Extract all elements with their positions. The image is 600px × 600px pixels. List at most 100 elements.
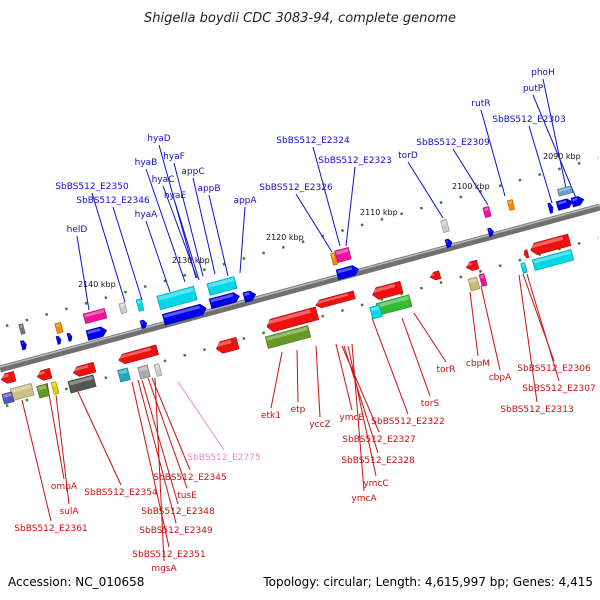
leader-line [528,125,553,204]
gene-label: hyaB [135,158,158,168]
gene-block-SbBS512-E2348 [117,367,131,383]
gene-label: appB [197,184,220,194]
gene-features [0,185,585,405]
gene-label: putP [523,84,544,94]
gene-block-appC [206,276,238,296]
gene-label: SbBS512_E2346 [76,196,150,206]
gene-block-upper-small [54,322,64,334]
leader-line [173,162,204,277]
genome-backbone [0,203,600,373]
gene-label: etp [291,405,306,415]
gene-arrow-torR [372,280,404,300]
gene-arrow-SbBS512-E2322-b [216,336,240,354]
leader-line [147,377,188,489]
gene-label: SbBS512_E2326 [259,183,333,193]
scale-tick-2100: 2100 kbp [452,182,490,191]
gene-block-SbBS512-E2309 [506,199,516,211]
gene-label: SbBS512_E2309 [416,138,490,148]
gene-label: helD [67,225,88,235]
leader-line [46,382,65,480]
leader-line [407,161,444,219]
gene-arrow-SbBS512-E2313 [523,249,530,259]
gene-arrow-upper-left-c [66,332,73,342]
gene-label: cbpA [489,373,512,383]
gene-arrow-upper-left-b [55,335,62,345]
gene-arrow-ymcB [315,290,356,309]
gene-block-SbBS512-E2306 [531,249,575,271]
gene-label: ompA [51,482,78,492]
leader-line [192,177,216,275]
gene-label: SbBS512_E2313 [500,405,573,415]
gene-label: SbBS512_E2349 [139,526,213,536]
gene-label: phoH [531,68,555,78]
gene-block-upper-left [18,323,26,335]
gene-block-hyaA [156,285,198,311]
leader-line [296,349,299,403]
gene-label: appA [233,196,257,206]
gene-label: SbBS512_E2350 [55,182,129,192]
leader-line [401,317,431,397]
gene-arrow-etk1 [266,306,320,333]
leader-line [154,377,165,562]
gene-block-SbBS512-E2361 [9,382,35,402]
leader-line [452,148,489,206]
gene-label: ymcB [339,413,364,423]
leader-line [371,317,409,415]
gene-block-sulA [36,383,50,399]
leader-line [145,220,171,293]
gene-label: SbBS512_E2323 [318,156,391,166]
gene-block-SbBS512-E2326 [330,252,338,266]
leader-line [532,94,577,199]
gene-label: appC [181,167,204,177]
leader-line [469,291,479,357]
leader-line [239,206,246,274]
gene-block-tusE [137,364,151,380]
gene-block-torD [440,219,450,233]
gene-arrow-appB [208,292,240,310]
leader-line [21,399,52,522]
gene-label: SbBS512_E2328 [341,456,415,466]
gene-block-SbBS512-E2354 [67,374,97,394]
gene-arrow-helD [85,326,108,341]
topology-text: Topology: circular; Length: 4,615,997 bp… [262,575,593,589]
gene-label: cbpM [466,359,490,369]
gene-arrow-appA [242,290,257,303]
gene-block-helD [82,307,108,325]
leader-line [413,312,447,363]
gene-block-SbBS512-E2350 [118,302,128,314]
leader-line [145,168,186,283]
gene-label: etk1 [261,411,281,421]
gene-arrow-SbBS512-E2307 [530,233,572,256]
gene-block-SbBS512-E2346 [135,298,145,312]
leader-line [177,381,225,451]
gene-label: rutR [471,99,490,109]
leader-line [518,274,538,403]
gene-block-cbpM [467,276,481,292]
upper-guide-line [5,156,599,328]
leader-line [542,78,567,189]
leader-line [315,345,321,418]
genome-backbone-highlight [0,204,600,368]
leader-line [480,109,506,197]
gene-arrow-SbBS512-E2361 [0,370,17,384]
scale-tick-2110: 2110 kbp [360,208,398,217]
gene-label: hyaC [152,175,175,185]
gene-label: ymcA [351,494,377,504]
gene-block-rutR [482,206,492,218]
leader-line [55,394,70,505]
gene-label: SbBS512_E2345 [153,473,226,483]
gene-arrow-upper-left-a [20,340,27,351]
leader-line [208,194,229,277]
gene-label: SbBS512_E2303 [492,115,565,125]
gene-block-torR [369,304,383,320]
gene-label: torD [398,151,418,161]
leader-line [526,273,560,382]
gene-block-phoH [556,185,574,197]
gene-label: SbBS512_E2775 [187,453,260,463]
map-title: Shigella boydii CDC 3083-94, complete ge… [144,11,456,26]
accession-text: Accession: NC_010658 [8,575,144,589]
leader-line [131,381,170,548]
gene-label: SbBS512_E2327 [342,435,415,445]
gene-label: SbBS512_E2348 [141,507,215,517]
